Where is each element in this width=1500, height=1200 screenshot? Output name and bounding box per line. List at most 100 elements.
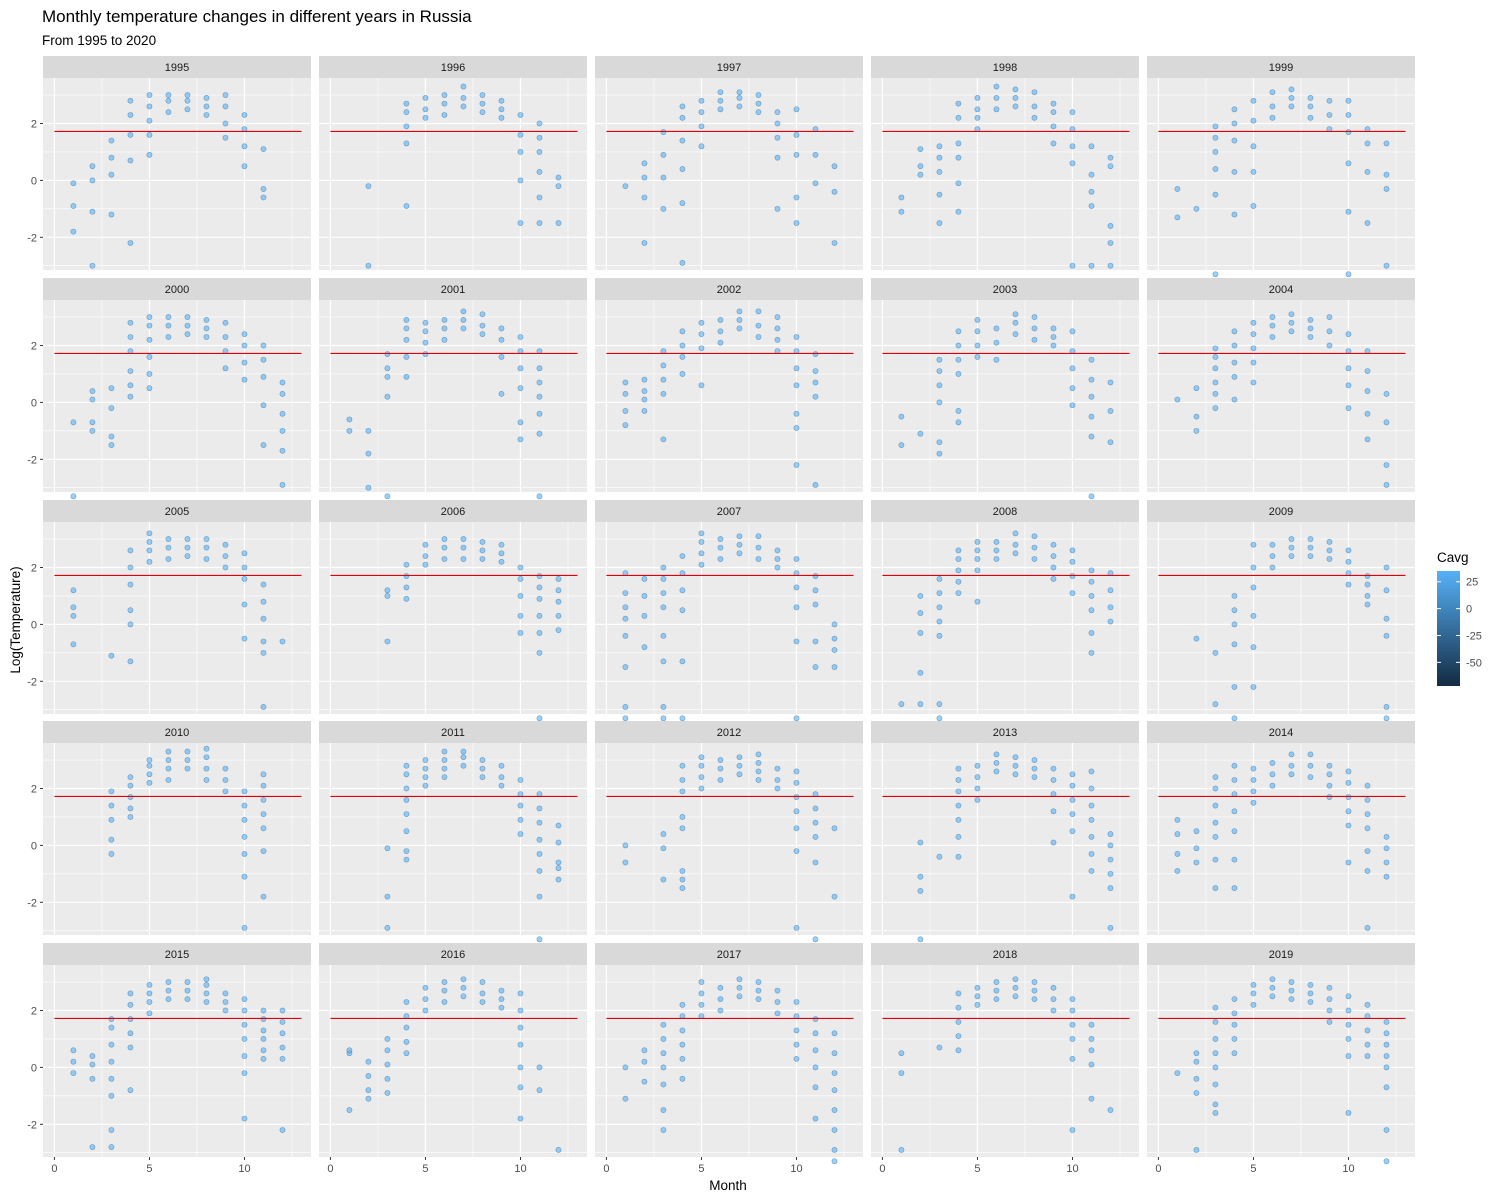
- data-point: [936, 439, 943, 446]
- data-point: [517, 575, 524, 582]
- data-point: [70, 604, 77, 611]
- data-point: [1088, 567, 1095, 574]
- data-point: [1012, 331, 1019, 338]
- data-point: [127, 382, 134, 389]
- data-point: [736, 308, 743, 315]
- data-point: [1307, 95, 1314, 101]
- data-point: [698, 550, 705, 557]
- data-point: [1231, 328, 1238, 335]
- data-point: [936, 701, 943, 707]
- chart-title: Monthly temperature changes in different…: [42, 7, 472, 26]
- data-point: [260, 356, 267, 363]
- data-point: [260, 146, 267, 153]
- data-point: [517, 612, 524, 619]
- data-point: [1088, 262, 1095, 269]
- data-point: [260, 1036, 267, 1042]
- data-point: [717, 328, 724, 335]
- data-point: [1364, 581, 1371, 588]
- data-point: [736, 993, 743, 1000]
- data-point: [917, 163, 924, 170]
- legend: Cavg 25 0 -25 -50: [1437, 550, 1482, 686]
- data-point: [165, 987, 172, 994]
- data-point: [1088, 833, 1095, 840]
- data-point: [1250, 345, 1257, 352]
- data-point: [736, 103, 743, 110]
- data-point: [165, 92, 172, 98]
- data-point: [717, 777, 724, 783]
- data-point: [460, 984, 467, 991]
- data-point: [403, 573, 410, 579]
- data-point: [1050, 765, 1057, 772]
- data-point: [679, 658, 686, 665]
- data-point: [517, 1064, 524, 1071]
- data-point: [1088, 393, 1095, 400]
- data-point: [641, 408, 648, 414]
- data-point: [1031, 996, 1038, 1003]
- data-point: [793, 808, 800, 815]
- data-point: [479, 979, 486, 985]
- data-point: [517, 1041, 524, 1048]
- panel-background: [1147, 78, 1415, 270]
- data-point: [1031, 556, 1038, 562]
- data-point: [736, 95, 743, 101]
- data-point: [812, 936, 819, 943]
- data-point: [1288, 762, 1295, 769]
- data-point: [831, 1050, 838, 1057]
- data-point: [1383, 1030, 1390, 1037]
- data-point: [536, 430, 543, 437]
- data-point: [717, 89, 724, 96]
- data-point: [479, 757, 486, 763]
- data-point: [555, 598, 562, 605]
- data-point: [831, 825, 838, 832]
- data-point: [1212, 1036, 1219, 1042]
- data-point: [1383, 859, 1390, 866]
- data-point: [1288, 95, 1295, 101]
- data-point: [1364, 388, 1371, 394]
- data-point: [498, 336, 505, 343]
- x-tick-label: 5: [698, 1163, 704, 1175]
- data-point: [165, 979, 172, 985]
- data-point: [479, 547, 486, 554]
- data-point: [812, 1030, 819, 1037]
- data-point: [460, 317, 467, 323]
- data-point: [260, 581, 267, 588]
- facet-strip: [595, 943, 863, 965]
- data-point: [184, 544, 191, 551]
- data-point: [1193, 859, 1200, 866]
- data-point: [1212, 1101, 1219, 1108]
- data-point: [260, 373, 267, 380]
- data-point: [1193, 845, 1200, 852]
- data-point: [698, 785, 705, 792]
- data-point: [831, 1087, 838, 1094]
- data-point: [1069, 590, 1076, 597]
- data-point: [1364, 601, 1371, 608]
- data-point: [936, 191, 943, 198]
- data-point: [1212, 405, 1219, 411]
- data-point: [755, 100, 762, 107]
- data-point: [479, 100, 486, 107]
- data-point: [812, 481, 819, 488]
- data-point: [127, 805, 134, 812]
- facet-panel-1995: 1995 -2 0 2: [27, 56, 311, 270]
- facet-strip: [43, 943, 311, 965]
- y-tick-label: -2: [27, 676, 37, 688]
- data-point: [555, 627, 562, 633]
- data-point: [260, 1007, 267, 1014]
- data-point: [1364, 410, 1371, 417]
- data-point: [222, 777, 229, 783]
- data-point: [936, 632, 943, 639]
- data-point: [1174, 1070, 1181, 1076]
- data-point: [165, 556, 172, 562]
- data-point: [384, 924, 391, 931]
- data-point: [1364, 573, 1371, 579]
- data-point: [1193, 1075, 1200, 1082]
- data-point: [1193, 1090, 1200, 1096]
- data-point: [917, 839, 924, 846]
- data-point: [1231, 607, 1238, 614]
- data-point: [1031, 979, 1038, 985]
- data-point: [1345, 382, 1352, 389]
- data-point: [146, 530, 153, 537]
- data-point: [955, 853, 962, 860]
- data-point: [279, 1055, 286, 1062]
